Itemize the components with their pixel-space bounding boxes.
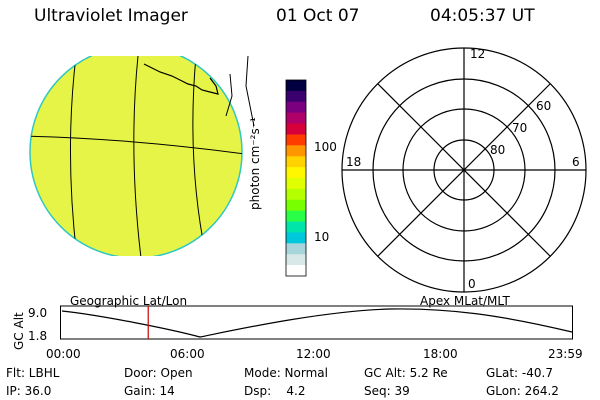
- colorbar-segment: [286, 210, 306, 223]
- polar-label-right: 6: [572, 155, 580, 169]
- colorbar: [285, 79, 307, 277]
- orbit-xtick-3: 18:00: [423, 347, 458, 361]
- status-gc-alt: GC Alt: 5.2 Re: [364, 366, 448, 380]
- colorbar-segment: [286, 188, 306, 201]
- colorbar-tick-10: 10: [314, 230, 330, 244]
- orbit-ytick-low: 1.8: [28, 329, 48, 343]
- colorbar-segment: [286, 156, 306, 168]
- globe-image: [29, 56, 255, 256]
- colorbar-segment: [286, 90, 306, 103]
- colorbar-segment: [286, 254, 306, 266]
- time-label: 04:05:37 UT: [430, 6, 535, 26]
- polar-label-left: 18: [346, 155, 361, 169]
- status-door: Door: Open: [124, 366, 193, 380]
- orbit-xtick-1: 06:00: [170, 347, 205, 361]
- orbit-xtick-4: 23:59: [548, 347, 583, 361]
- status-glat: GLat: -40.7: [486, 366, 553, 380]
- colorbar-tick-100: 100: [314, 140, 337, 154]
- date-label: 01 Oct 07: [276, 6, 360, 26]
- polar-label-bottom: 0: [468, 277, 476, 291]
- colorbar-frame: [285, 79, 307, 277]
- colorbar-unit-label: photon cm⁻²s⁻¹: [248, 117, 262, 210]
- orbit-xtick-0: 00:00: [46, 347, 81, 361]
- colorbar-segment: [286, 199, 306, 212]
- colorbar-segment: [286, 101, 306, 114]
- colorbar-segment: [286, 265, 306, 277]
- colorbar-segment: [286, 232, 306, 244]
- colorbar-segment: [286, 167, 306, 179]
- app-title: Ultraviolet Imager: [34, 6, 188, 26]
- colorbar-segment: [286, 134, 306, 146]
- orbit-ylabel: GC Alt: [12, 312, 26, 350]
- colorbar-segment: [286, 145, 306, 157]
- polar-view-label: Apex MLat/MLT: [420, 294, 510, 308]
- polar-plot: 12 18 6 0 60 70 80: [341, 47, 587, 293]
- altitude-curve: [61, 308, 573, 338]
- orbit-altitude-plot: [60, 305, 573, 340]
- polar-label-top: 12: [470, 47, 485, 61]
- colorbar-segment: [286, 221, 306, 233]
- colorbar-segment: [286, 112, 306, 125]
- colorbar-segment: [286, 178, 306, 190]
- status-glon: GLon: 264.2: [486, 384, 559, 398]
- polar-lat-60: 60: [536, 99, 551, 113]
- polar-lat-80: 80: [490, 143, 505, 157]
- coastline: [143, 63, 219, 95]
- colorbar-segment: [286, 80, 306, 92]
- colorbar-segment: [286, 123, 306, 135]
- status-dsp: Dsp: 4.2: [244, 384, 306, 398]
- status-mode: Mode: Normal: [244, 366, 328, 380]
- status-ip: IP: 36.0: [6, 384, 52, 398]
- status-gain: Gain: 14: [124, 384, 175, 398]
- orbit-xtick-2: 12:00: [296, 347, 331, 361]
- orbit-ytick-high: 9.0: [28, 306, 48, 320]
- globe-disk: [29, 56, 243, 256]
- colorbar-segment: [286, 243, 306, 255]
- polar-lat-70: 70: [512, 121, 527, 135]
- status-seq: Seq: 39: [364, 384, 410, 398]
- globe-view-label: Geographic Lat/Lon: [70, 294, 188, 308]
- status-flt: Flt: LBHL: [6, 366, 60, 380]
